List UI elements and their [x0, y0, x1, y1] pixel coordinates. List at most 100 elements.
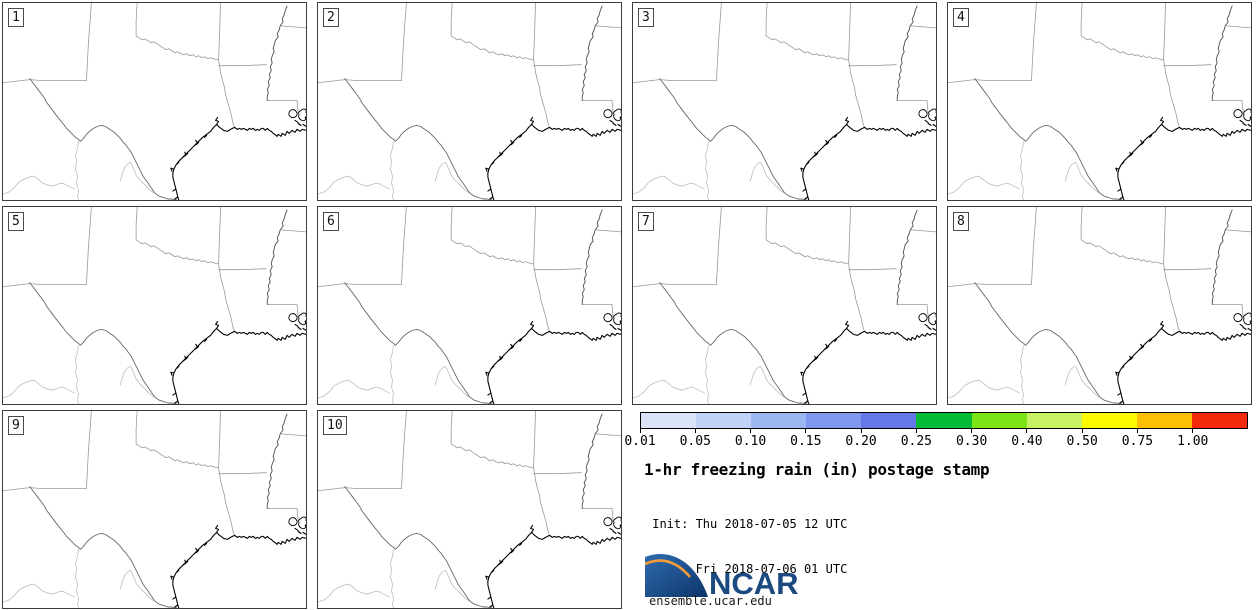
state-border-lines: [318, 411, 621, 536]
colorbar: [640, 412, 1248, 429]
mexico-state-lines: [318, 548, 470, 608]
colorbar-segment: [971, 413, 1027, 428]
mexico-state-lines: [3, 344, 155, 404]
state-border-lines: [318, 207, 621, 332]
rio-grande-border: [974, 78, 1123, 200]
gulf-coastline: [1117, 123, 1251, 200]
rio-grande-border: [344, 282, 493, 404]
map-panel: 7: [632, 206, 937, 405]
map-panel: 8: [947, 206, 1252, 405]
mexico-state-lines: [948, 140, 1100, 200]
texas-region-map: [318, 411, 621, 608]
colorbar-segment: [696, 413, 752, 428]
colorbar-tick: [1026, 429, 1028, 433]
texas-region-map: [3, 3, 306, 200]
red-river-border: [1080, 239, 1164, 265]
mexico-state-lines: [318, 344, 470, 404]
coastal-bay-details: [800, 116, 936, 200]
coastal-bay-details: [170, 116, 306, 200]
state-border-lines: [633, 207, 936, 332]
colorbar-tick: [1081, 429, 1083, 433]
gulf-coastline: [487, 123, 621, 200]
mexico-state-lines: [633, 344, 785, 404]
colorbar-tick-label: 0.10: [734, 434, 767, 449]
gulf-coastline: [487, 327, 621, 404]
red-river-border: [450, 35, 534, 61]
texas-region-map: [3, 207, 306, 404]
mississippi-river: [1211, 5, 1233, 101]
mississippi-river: [581, 209, 603, 305]
mississippi-river: [266, 5, 288, 101]
member-number: 7: [642, 214, 650, 229]
louisiana-lakes: [1233, 108, 1251, 122]
texas-region-map: [948, 3, 1251, 200]
state-border-lines: [948, 3, 1251, 128]
rio-grande-border: [29, 486, 178, 608]
member-number: 4: [957, 10, 965, 25]
member-number-badge: 2: [323, 8, 339, 27]
colorbar-segment: [1081, 413, 1137, 428]
colorbar-tick: [805, 429, 807, 433]
coastal-bay-details: [485, 524, 621, 608]
colorbar-segment: [641, 413, 697, 428]
mississippi-river: [266, 209, 288, 305]
state-border-lines: [948, 207, 1251, 332]
gulf-coastline: [172, 327, 306, 404]
member-number: 6: [327, 214, 335, 229]
state-border-lines: [3, 411, 306, 536]
colorbar-segment: [861, 413, 917, 428]
colorbar-tick-label: 0.30: [955, 434, 988, 449]
louisiana-lakes: [603, 312, 621, 326]
member-number-badge: 1: [8, 8, 24, 27]
louisiana-lakes: [288, 108, 306, 122]
member-number-badge: 3: [638, 8, 654, 27]
colorbar-tick-label: 1.00: [1177, 434, 1209, 449]
state-border-lines: [3, 207, 306, 332]
mexico-state-lines: [633, 140, 785, 200]
mexico-state-lines: [3, 140, 155, 200]
member-number: 2: [327, 10, 335, 25]
colorbar-tick-label: 0.15: [790, 434, 822, 449]
colorbar-tick-label: 0.01: [624, 434, 656, 449]
coastal-bay-details: [485, 320, 621, 404]
rio-grande-border: [344, 486, 493, 608]
init-time-label: Init: Thu 2018-07-05 12 UTC: [645, 517, 848, 531]
red-river-border: [765, 35, 849, 61]
member-number: 5: [12, 214, 20, 229]
map-panel: 9: [2, 410, 307, 609]
gulf-coastline: [802, 327, 936, 404]
louisiana-lakes: [288, 516, 306, 530]
member-number: 1: [12, 10, 20, 25]
member-number: 9: [12, 418, 20, 433]
mexico-state-lines: [318, 140, 470, 200]
mexico-state-lines: [948, 344, 1100, 404]
coastal-bay-details: [1115, 320, 1251, 404]
state-border-lines: [3, 3, 306, 128]
coastal-bay-details: [170, 524, 306, 608]
colorbar-tick: [971, 429, 973, 433]
louisiana-lakes: [918, 108, 936, 122]
map-panel: 1: [2, 2, 307, 201]
colorbar-tick: [1192, 429, 1194, 433]
rio-grande-border: [659, 282, 808, 404]
coastal-bay-details: [1115, 116, 1251, 200]
state-border-lines: [318, 3, 621, 128]
mississippi-river: [896, 209, 918, 305]
red-river-border: [135, 239, 219, 265]
louisiana-lakes: [918, 312, 936, 326]
member-number-badge: 9: [8, 416, 24, 435]
coastal-bay-details: [800, 320, 936, 404]
louisiana-lakes: [603, 108, 621, 122]
map-panel: 5: [2, 206, 307, 405]
red-river-border: [135, 35, 219, 61]
mississippi-river: [896, 5, 918, 101]
rio-grande-border: [29, 282, 178, 404]
texas-region-map: [633, 207, 936, 404]
mississippi-river: [1211, 209, 1233, 305]
colorbar-tick-label: 0.05: [679, 434, 711, 449]
member-number-badge: 8: [953, 212, 969, 231]
member-number-badge: 4: [953, 8, 969, 27]
colorbar-tick-label: 0.50: [1066, 434, 1098, 449]
colorbar-tick: [750, 429, 752, 433]
